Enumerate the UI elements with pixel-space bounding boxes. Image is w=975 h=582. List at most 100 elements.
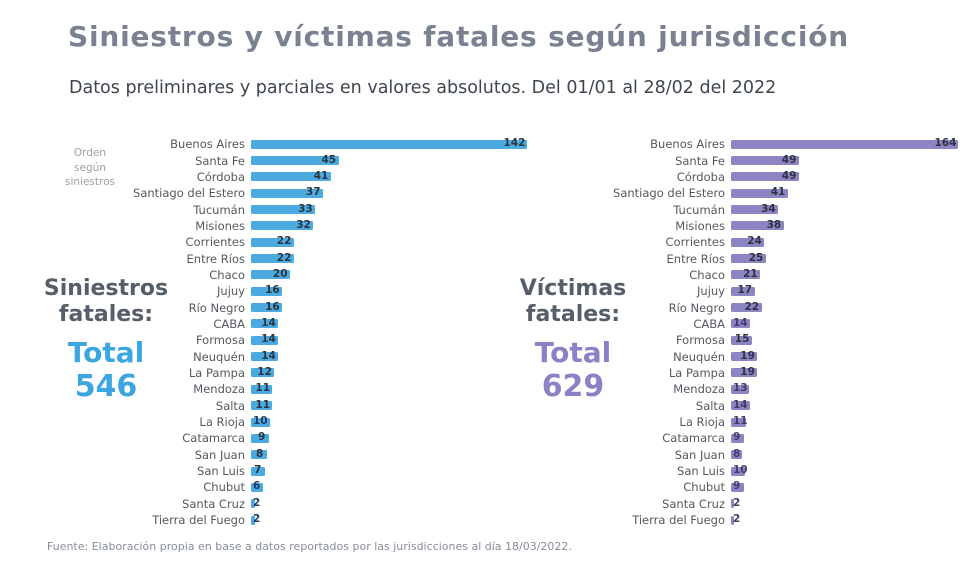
bar	[251, 384, 273, 394]
bar-area: 8	[251, 448, 551, 460]
category-label: Misiones	[195, 218, 245, 233]
value-label: 10	[733, 464, 748, 477]
bar	[251, 286, 283, 296]
bar	[731, 319, 751, 329]
bar-area: 15	[731, 334, 969, 345]
category-label: Formosa	[195, 333, 245, 348]
value-label: 22	[744, 300, 760, 313]
value-label: 14	[733, 398, 748, 411]
bar	[731, 286, 755, 296]
chart-row: Chaco 21	[539, 267, 969, 283]
category-label: Salta	[215, 398, 245, 413]
value-label: 11	[255, 398, 271, 411]
victimas-bar-chart: Buenos Aires 164 Santa Fe 49 Córdoba 49 Santia…	[539, 136, 969, 528]
value-label: 13	[733, 382, 748, 395]
category-label: San Luis	[197, 464, 245, 479]
category-label: Corrientes	[185, 235, 245, 250]
value-label: 19	[740, 365, 755, 378]
chart-row: Buenos Aires 164	[539, 136, 969, 152]
bar-area: 14	[251, 317, 551, 329]
bar	[731, 221, 784, 231]
bar-area: 14	[251, 334, 551, 345]
category-label: San Luis	[677, 464, 725, 479]
chart-row: Santiago del Estero 37	[59, 185, 551, 201]
bar	[251, 221, 314, 231]
bar	[251, 433, 269, 443]
chart-row: San Luis 7	[59, 463, 551, 479]
siniestros-bar-chart: Buenos Aires 142 Santa Fe 45 Córdoba 41 Santia…	[59, 136, 551, 528]
category-label: CABA	[693, 316, 725, 331]
bar-area: 2	[251, 514, 551, 525]
bar-area: 14	[731, 317, 969, 329]
bar-area: 22	[731, 300, 969, 313]
bar-area: 19	[731, 349, 969, 362]
category-label: Chaco	[209, 267, 245, 282]
bar	[251, 205, 316, 215]
bar	[731, 254, 766, 264]
bar-area: 2	[731, 513, 969, 526]
category-label: Catamarca	[662, 431, 725, 446]
bar	[251, 352, 279, 362]
bar	[731, 433, 744, 443]
bar	[251, 254, 294, 264]
category-label: Chubut	[683, 480, 725, 495]
bar-area: 25	[731, 252, 969, 264]
category-label: Buenos Aires	[170, 137, 245, 152]
bar	[251, 139, 527, 149]
category-label: Formosa	[675, 333, 725, 348]
chart-row: Formosa 14	[59, 332, 551, 348]
value-label: 32	[296, 218, 311, 231]
chart-row: Santa Cruz 2	[539, 496, 969, 512]
category-label: La Rioja	[679, 415, 725, 430]
bar-area: 38	[731, 219, 969, 231]
chart-row: San Juan 8	[59, 447, 551, 463]
bar-area: 37	[251, 187, 551, 198]
value-label: 33	[298, 202, 313, 215]
chart-row: Chubut 6	[59, 479, 551, 495]
category-label: Chubut	[203, 480, 245, 495]
bar-area: 10	[731, 464, 969, 477]
bar-area: 33	[251, 202, 551, 215]
bar	[731, 515, 734, 525]
bar	[251, 188, 323, 198]
category-label: Corrientes	[665, 235, 725, 250]
category-label: Mendoza	[193, 382, 245, 397]
chart-row: Formosa 15	[539, 332, 969, 348]
chart-row: Córdoba 41	[59, 169, 551, 185]
value-label: 21	[743, 267, 758, 280]
bar-area: 2	[251, 497, 551, 509]
bar-area: 17	[731, 285, 969, 296]
bar-area: 24	[731, 235, 969, 248]
order-note: Orden según siniestros	[65, 147, 115, 189]
category-label: Catamarca	[182, 431, 245, 446]
bar	[251, 319, 279, 329]
chart-row: Mendoza 11	[59, 381, 551, 397]
chart-row: Salta 11	[59, 398, 551, 414]
category-label: Chaco	[689, 267, 725, 282]
bar-area: 34	[731, 203, 969, 215]
siniestros-total-value: 546	[74, 369, 138, 405]
chart-row: Santiago del Estero 41	[539, 185, 969, 201]
bar-area: 164	[731, 137, 969, 150]
value-label: 19	[740, 349, 755, 362]
siniestros-total-word: Total	[67, 335, 145, 369]
value-label: 24	[747, 235, 762, 248]
chart-row: CABA 14	[539, 316, 969, 332]
category-label: Córdoba	[676, 169, 725, 184]
bar	[251, 303, 283, 313]
siniestros-summary-label: Siniestros fatales:	[43, 276, 169, 327]
bar-area: 14	[731, 398, 969, 411]
category-label: La Pampa	[668, 365, 725, 380]
category-label: Río Negro	[668, 300, 725, 315]
category-label: Santiago del Estero	[613, 186, 725, 201]
bar-area: 14	[251, 350, 551, 362]
chart-row: Catamarca 9	[59, 430, 551, 446]
value-label: 2	[733, 513, 741, 526]
value-label: 45	[321, 153, 337, 166]
category-label: Santa Fe	[675, 153, 725, 168]
chart-row: Tucumán 34	[539, 201, 969, 217]
value-label: 164	[934, 137, 957, 150]
bar	[731, 188, 788, 198]
category-label: Entre Ríos	[186, 251, 245, 266]
value-label: 22	[276, 235, 292, 248]
